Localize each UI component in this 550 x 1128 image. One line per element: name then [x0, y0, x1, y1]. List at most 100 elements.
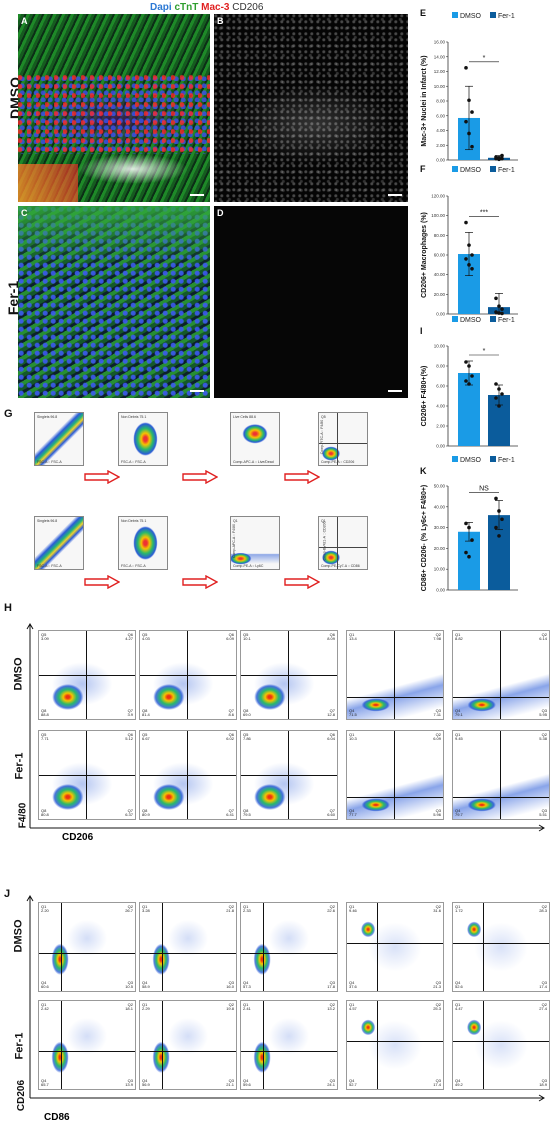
data-point	[464, 119, 468, 124]
gating-arrow	[182, 470, 218, 484]
quadrant-name: Q5	[243, 732, 249, 737]
quadrant-label: Q1 8.82	[455, 633, 463, 641]
data-point	[470, 374, 474, 378]
quadrant-divider-v	[162, 903, 163, 991]
gating-plot-r2-4: Q1 Comp-PE-Cy7-A :: CD86 Comp-BV421-A :: C…	[318, 516, 368, 570]
gate-x-axis: Comp-PE-A :: Ly6C	[233, 564, 264, 568]
quadrant-name: Q2	[329, 1002, 335, 1007]
panel-letter-j: J	[4, 888, 11, 900]
quadrant-name: Q1	[142, 1002, 148, 1007]
micrograph-b: B	[214, 14, 408, 202]
quadrant-label: Q1 9.45	[455, 733, 463, 741]
quadrant-value: 7.71	[41, 736, 49, 741]
quadrant-label: Q2 19.8	[226, 1003, 234, 1011]
quadrant-name: Q7	[127, 708, 133, 713]
quadrant-label: Q8 80.9	[142, 809, 150, 817]
gate-x-axis: FSC-A :: FSC-A	[37, 460, 62, 464]
quadrant-label: Q4 60.6	[41, 981, 49, 989]
gate-x-axis: FSC-A :: FSC-A	[121, 460, 146, 464]
y-axis-label: CD86+ CD206- (% Ly6c+ F4/80+)	[421, 485, 428, 592]
quadrant-name: Q4	[455, 708, 461, 713]
quadrant-label: Q2 6.14	[539, 633, 547, 641]
quadrant-divider-h	[347, 697, 443, 698]
scale-bar	[388, 194, 402, 196]
quadrant-name: Q4	[455, 980, 461, 985]
legend-swatch-fer1	[490, 12, 496, 18]
quadrant-label: Q3 21.3	[433, 981, 441, 989]
significance-label: *	[483, 348, 486, 355]
gate-x-axis: FSC-A :: FSC-A	[37, 564, 62, 568]
y-tick-label: 0.00	[436, 588, 445, 593]
gating-arrow	[84, 470, 120, 484]
data-point	[500, 307, 504, 311]
quadrant-label: Q7 3.9	[127, 709, 133, 717]
data-point	[497, 387, 501, 391]
data-point	[500, 153, 504, 158]
quadrant-label: Q7 12.8	[327, 709, 335, 717]
gate-name: Q1	[321, 519, 326, 523]
gate-name: Live Cells 88.6	[233, 415, 256, 419]
quadrant-name: Q7	[228, 708, 234, 713]
panel-letter-i: I	[420, 326, 423, 336]
arrow-shape	[84, 470, 120, 484]
quadrant-label: Q2 31.6	[433, 905, 441, 913]
j-plot-fer1-2: Q1 2.29 Q2 19.8 Q4 56.9 Q3 21.1	[139, 1000, 237, 1090]
y-tick-label: 2.00	[436, 143, 445, 148]
data-point	[494, 296, 498, 301]
quadrant-value: 6.09	[433, 736, 441, 741]
j-plot-fer1-5: Q1 4.47 Q2 27.4 Q4 49.2 Q3 18.9	[452, 1000, 550, 1090]
quadrant-label: Q4 52.6	[455, 981, 463, 989]
quadrant-label: Q3 17.4	[539, 981, 547, 989]
quadrant-label: Q7 8.6	[228, 709, 234, 717]
significance-label: ***	[480, 210, 488, 217]
quadrant-name: Q2	[435, 1002, 441, 1007]
quadrant-name: Q5	[142, 732, 148, 737]
gating-arrow	[182, 575, 218, 589]
quadrant-name: Q2	[228, 1002, 234, 1007]
scale-bar	[190, 194, 204, 196]
j-plot-dmso-4: Q1 9.46 Q2 31.6 Q4 37.6 Q3 21.3	[346, 902, 444, 992]
quadrant-value: 4.57	[349, 1006, 357, 1011]
data-point	[497, 509, 501, 513]
micrograph-d: D	[214, 206, 408, 398]
legend-label-fer1: Fer-1	[498, 317, 515, 324]
data-point	[467, 243, 471, 247]
quadrant-name: Q4	[349, 980, 355, 985]
panel-letter-c: C	[21, 208, 28, 218]
bar-dmso	[458, 531, 480, 590]
quadrant-name: Q1	[243, 1002, 249, 1007]
y-tick-label: 6.00	[436, 113, 445, 118]
data-point	[494, 310, 498, 314]
quadrant-divider-v	[394, 631, 395, 719]
data-point	[494, 396, 498, 400]
quadrant-label: Q4 37.6	[349, 981, 357, 989]
data-point	[500, 156, 504, 161]
quadrant-name: Q3	[541, 708, 547, 713]
quadrant-name: Q6	[228, 732, 234, 737]
data-point	[467, 131, 471, 136]
quadrant-divider-h	[39, 675, 135, 676]
quadrant-label: Q3 5.51	[539, 809, 547, 817]
gate-name: Q5	[321, 415, 326, 419]
data-point	[467, 263, 471, 267]
quadrant-divider-h	[241, 775, 337, 776]
quadrant-divider-h	[453, 943, 549, 944]
quadrant-value: 7.86	[243, 736, 251, 741]
gate-x-axis: Comp-APC-A :: Live/Dead	[233, 460, 274, 464]
quadrant-label: Q5 3.09	[41, 633, 49, 641]
quadrant-divider-h	[140, 1051, 236, 1052]
quadrant-label: Q1 2.33	[243, 905, 251, 913]
quadrant-label: Q3 10.5	[125, 981, 133, 989]
h-plot-fer1-2: Q5 6.67 Q6 6.02 Q8 80.9 Q7 6.41	[139, 730, 237, 820]
quadrant-name: Q4	[349, 708, 355, 713]
y-tick-label: 10.00	[434, 84, 446, 89]
data-point	[464, 66, 468, 70]
quadrant-divider-v	[162, 1001, 163, 1089]
quadrant-name: Q6	[329, 632, 335, 637]
quadrant-label: Q8 79.5	[243, 809, 251, 817]
quadrant-label: Q4 65.7	[41, 1079, 49, 1087]
quadrant-name: Q2	[435, 632, 441, 637]
y-tick-label: 60.00	[434, 253, 446, 258]
quadrant-label: Q2 18.1	[125, 1003, 133, 1011]
